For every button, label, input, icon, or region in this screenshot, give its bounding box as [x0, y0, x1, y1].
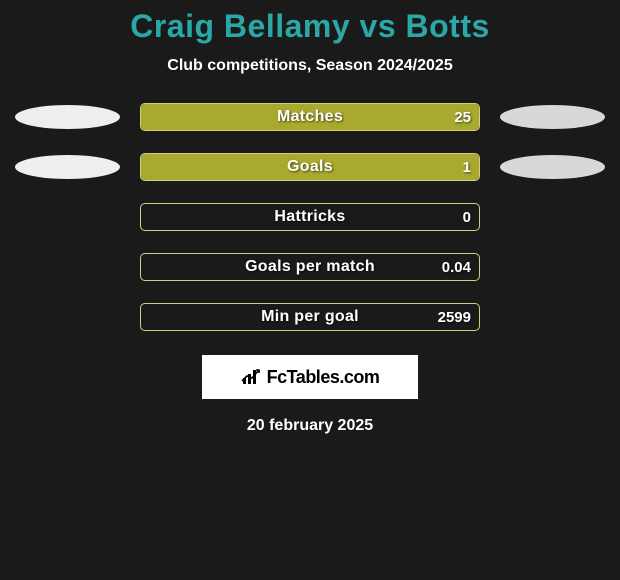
stat-label: Min per goal [141, 304, 479, 330]
oval-placeholder [500, 205, 605, 229]
left-player-oval [15, 155, 120, 179]
comparison-infographic: Craig Bellamy vs Botts Club competitions… [0, 0, 620, 435]
page-title: Craig Bellamy vs Botts [0, 8, 620, 45]
stat-bar: 25Matches [140, 103, 480, 131]
stat-row: 25Matches [0, 103, 620, 131]
stat-label: Hattricks [141, 204, 479, 230]
oval-placeholder [15, 305, 120, 329]
stat-bar: 0.04Goals per match [140, 253, 480, 281]
oval-placeholder [500, 305, 605, 329]
brand-logo: FcTables.com [202, 355, 418, 399]
date-label: 20 february 2025 [0, 417, 620, 435]
stat-row: 1Goals [0, 153, 620, 181]
oval-placeholder [15, 255, 120, 279]
bar-chart-icon [241, 368, 263, 386]
stat-bar: 1Goals [140, 153, 480, 181]
stat-row: 0.04Goals per match [0, 253, 620, 281]
stat-rows: 25Matches 1Goals 0Hattricks 0.04Goals per m… [0, 103, 620, 331]
stat-bar: 2599Min per goal [140, 303, 480, 331]
left-player-oval [15, 105, 120, 129]
stat-label: Matches [141, 104, 479, 130]
stat-label: Goals [141, 154, 479, 180]
subtitle: Club competitions, Season 2024/2025 [0, 57, 620, 75]
stat-bar: 0Hattricks [140, 203, 480, 231]
stat-row: 2599Min per goal [0, 303, 620, 331]
oval-placeholder [15, 205, 120, 229]
right-player-oval [500, 155, 605, 179]
stat-row: 0Hattricks [0, 203, 620, 231]
oval-placeholder [500, 255, 605, 279]
stat-label: Goals per match [141, 254, 479, 280]
right-player-oval [500, 105, 605, 129]
brand-name: FcTables.com [267, 367, 380, 388]
